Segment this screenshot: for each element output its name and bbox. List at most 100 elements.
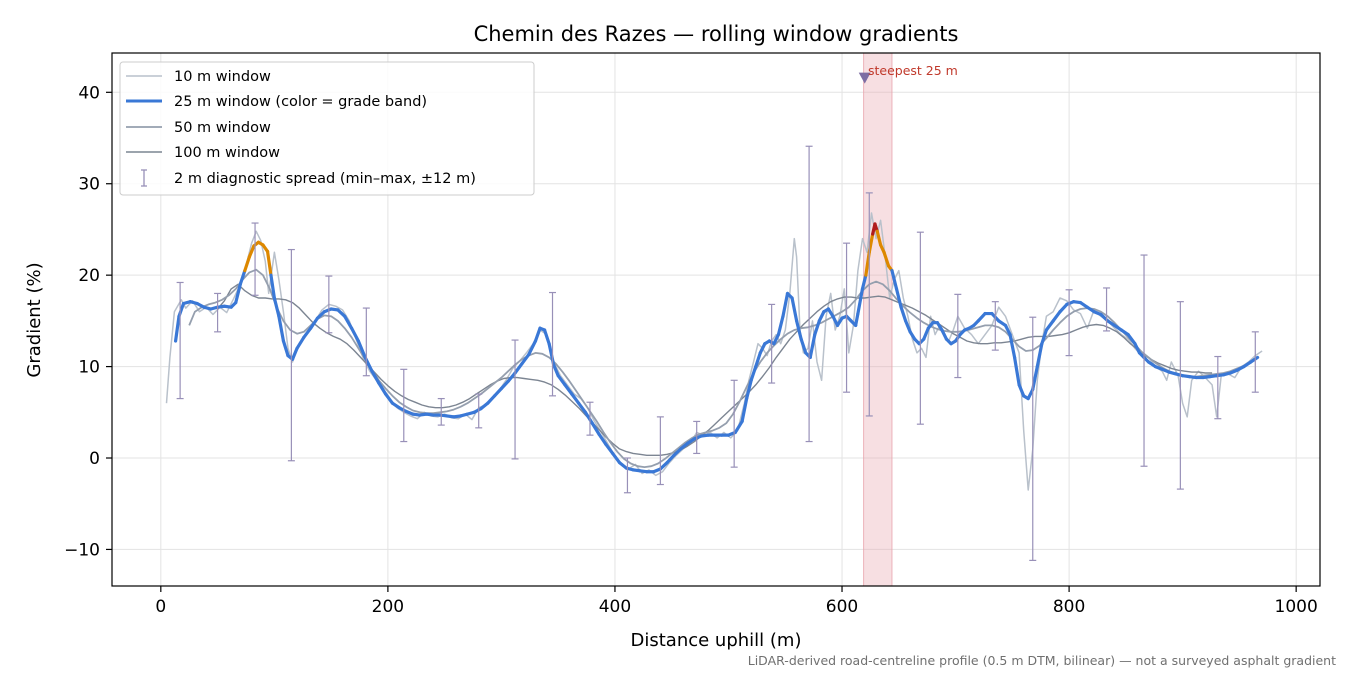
errorbar-layer <box>176 145 1259 562</box>
series-segment-25m <box>604 442 615 456</box>
series-segment-25m <box>1017 383 1026 398</box>
series-segment-25m <box>890 268 899 291</box>
series-segment-25m <box>499 379 510 391</box>
series-segment-25m <box>356 339 367 360</box>
legend-swatch-errorbar <box>141 169 147 187</box>
series-segment-25m <box>790 296 799 323</box>
diagnostic-errorbar <box>805 145 813 443</box>
series-segment-25m <box>665 453 676 465</box>
diagnostic-errorbar <box>916 231 924 425</box>
diagnostic-errorbar <box>475 393 483 429</box>
series-segment-25m <box>1008 332 1017 360</box>
series-segment-25m <box>563 383 574 396</box>
series-segment-25m <box>1003 323 1012 337</box>
series-segment-25m <box>795 319 803 341</box>
series-segment-25m <box>1031 364 1039 392</box>
series-segment-25m <box>1058 302 1069 314</box>
series-segment-25m <box>277 314 286 343</box>
y-tick-label: 20 <box>78 266 100 286</box>
y-tick-label: 10 <box>78 358 100 378</box>
series-segment-25m <box>597 432 608 446</box>
series-segment-25m <box>1035 342 1044 369</box>
legend-label-errorbar: 2 m diagnostic spread (min–max, ±12 m) <box>174 171 476 187</box>
x-tick-label: 1000 <box>1275 597 1318 617</box>
series-segment-25m <box>940 328 949 341</box>
plot-frame <box>111 52 1321 587</box>
x-axis-label: Distance uphill (m) <box>631 630 802 651</box>
diagnostic-errorbar <box>1065 289 1073 357</box>
x-tick-label: 400 <box>599 597 631 617</box>
legend-label-25m: 25 m window (color = grade band) <box>174 94 427 110</box>
series-segment-25m <box>533 326 542 343</box>
series-line-100m <box>217 283 1213 456</box>
y-tick-label: 30 <box>78 175 100 195</box>
diagnostic-errorbar <box>251 222 259 296</box>
series-segment-25m <box>384 392 395 405</box>
series-segment-25m <box>234 282 242 305</box>
series-segment-25m <box>856 287 865 316</box>
footnote: LiDAR-derived road-centreline profile (0… <box>748 653 1336 668</box>
series-segment-25m <box>343 314 354 330</box>
tick-layer: 0 200 400 600 800 1000 −10 0 10 20 30 40 <box>64 83 1318 617</box>
diagnostic-errorbar <box>1140 254 1148 467</box>
series-segment-25m <box>854 311 860 328</box>
diagnostic-errorbar <box>437 397 445 426</box>
series-segment-25m <box>749 364 758 382</box>
series-segment-25m <box>772 332 781 346</box>
series-segment-25m <box>527 339 538 357</box>
diagnostic-errorbar <box>991 301 999 351</box>
series-segment-25m <box>570 392 581 405</box>
steepest-marker <box>858 72 871 84</box>
diagnostic-errorbar <box>586 401 594 436</box>
diagnostic-errorbar <box>865 192 873 417</box>
diagnostic-errorbar <box>730 379 738 468</box>
series-segment-25m <box>542 328 551 346</box>
diagnostic-errorbar <box>287 248 295 462</box>
series-segment-25m <box>272 296 281 318</box>
series-segment-25m <box>754 351 762 369</box>
diagnostic-errorbar <box>1029 316 1037 562</box>
series-segment-25m <box>265 249 273 277</box>
series-segment-25m <box>733 419 744 435</box>
series-segment-25m <box>781 291 790 318</box>
series-segment-25m <box>922 326 930 341</box>
steepest-annotation: steepest 25 m <box>868 63 958 78</box>
diagnostic-errorbar <box>511 339 519 460</box>
series-segment-25m <box>1133 342 1142 355</box>
legend-label-10m: 10 m window <box>174 69 271 85</box>
x-tick-label: 800 <box>1053 597 1085 617</box>
series-segment-25m <box>577 401 588 414</box>
grid-layer <box>112 53 1320 586</box>
series-segment-25m <box>758 342 767 355</box>
series-segment-25m <box>745 378 753 401</box>
series-segment-25m <box>899 305 908 323</box>
diagnostic-errorbar <box>693 420 701 455</box>
diagnostic-errorbar <box>400 368 408 443</box>
diagnostic-errorbar <box>1251 331 1259 393</box>
series-segment-25m <box>302 326 313 339</box>
x-tick-label: 600 <box>826 597 858 617</box>
series-segment-25m <box>269 273 276 300</box>
series-segment-25m <box>875 229 883 247</box>
series-segment-25m <box>904 319 912 334</box>
chart-title: Chemin des Razes — rolling window gradie… <box>474 22 959 46</box>
series-segment-25m <box>590 421 601 436</box>
series-segment-25m <box>173 314 181 343</box>
series-segment-25m <box>493 386 504 398</box>
diagnostic-errorbar <box>362 307 370 377</box>
series-segment-25m <box>882 250 891 268</box>
legend-label-100m: 100 m window <box>174 145 280 161</box>
y-tick-label: −10 <box>64 540 100 560</box>
series-segment-25m <box>556 374 567 387</box>
x-tick-label: 200 <box>372 597 404 617</box>
legend-box <box>119 61 535 196</box>
y-tick-label: 0 <box>89 449 100 469</box>
series-segment-25m <box>295 335 306 350</box>
series-segment-25m <box>776 314 785 337</box>
series-segment-25m <box>506 371 517 383</box>
series-segment-25m <box>583 410 594 425</box>
series-segment-25m <box>238 268 247 286</box>
series-segment-25m <box>243 255 251 273</box>
series-segment-25m <box>281 339 290 358</box>
series-segment-25m <box>1012 355 1021 387</box>
